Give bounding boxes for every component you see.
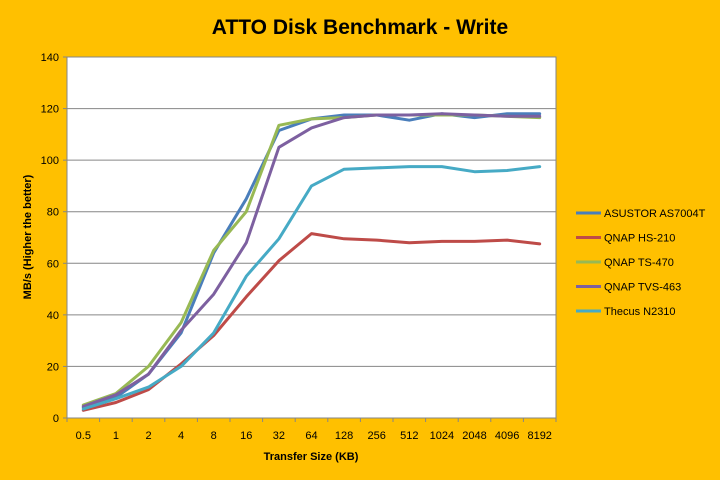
y-tick-label: 80 [47,207,59,219]
x-tick-label: 8 [211,430,217,442]
y-tick-label: 120 [41,104,59,116]
legend: ASUSTOR AS7004T QNAP HS-210 QNAP TS-470 QNA… [576,208,706,318]
tick-labels: 0 20 40 60 80 100 120 140 0.5 1 2 4 8 16 32 64 128 256 512… [41,52,552,442]
x-tick-label: 0.5 [76,430,91,442]
x-tick-label: 64 [305,430,317,442]
x-axis-label: Transfer Size (KB) [264,451,359,463]
x-tick-label: 16 [240,430,252,442]
axes [63,56,557,422]
legend-entry: QNAP TS-470 [604,257,674,269]
y-tick-label: 20 [47,361,59,373]
series-line [81,165,542,411]
y-tick-label: 100 [41,155,59,167]
x-tick-label: 128 [335,430,353,442]
y-tick-label: 0 [53,413,59,425]
y-tick-label: 140 [41,52,59,64]
x-tick-label: 1 [113,430,119,442]
y-tick-label: 60 [47,258,59,270]
series-lines [81,112,542,412]
legend-entry: QNAP HS-210 [604,233,675,245]
x-tick-label: 32 [273,430,285,442]
plot-area [66,56,557,419]
x-tick-label: 256 [368,430,386,442]
y-axis-label: MB/s (Higher the better) [22,174,34,299]
chart-title: ATTO Disk Benchmark - Write [212,16,508,39]
legend-entry: Thecus N2310 [604,306,676,318]
legend-entry: QNAP TVS-463 [604,282,681,294]
series-line [81,112,542,408]
x-tick-label: 8192 [527,430,551,442]
x-tick-label: 4096 [495,430,519,442]
x-tick-label: 2 [145,430,151,442]
legend-entry: ASUSTOR AS7004T [604,208,706,220]
x-tick-label: 512 [400,430,418,442]
x-tick-label: 4 [178,430,184,442]
gridlines [67,108,556,367]
x-tick-label: 1024 [430,430,454,442]
x-tick-label: 2048 [462,430,486,442]
y-tick-label: 40 [47,310,59,322]
